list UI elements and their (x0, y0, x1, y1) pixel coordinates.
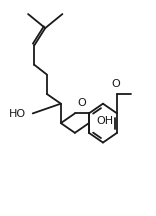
Text: O: O (78, 98, 86, 108)
Text: HO: HO (9, 110, 26, 119)
Text: OH: OH (96, 116, 113, 126)
Text: O: O (112, 79, 121, 89)
